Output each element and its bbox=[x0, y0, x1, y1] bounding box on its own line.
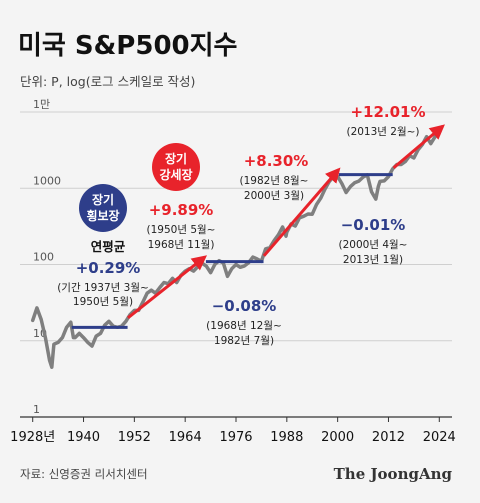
x-tick-label-5: 1988 bbox=[270, 430, 303, 445]
bull-arrow-3 bbox=[262, 167, 341, 257]
badge-sideways-circle bbox=[79, 184, 127, 232]
annotation-1968-1982: −0.08% (1968년 12월~ 1982년 7월) bbox=[206, 297, 282, 347]
x-tick-label-8: 2024 bbox=[423, 430, 456, 445]
annotation-1937-1950: 연평균 +0.29% (기간 1937년 3월~ 1950년 5월) bbox=[57, 239, 149, 308]
annotation-1950-value: +9.89% bbox=[149, 201, 214, 219]
x-tick-label-7: 2012 bbox=[372, 430, 405, 445]
bull-arrow-5 bbox=[392, 124, 445, 170]
annotation-1937-value: +0.29% bbox=[76, 259, 141, 277]
series-layer bbox=[30, 128, 442, 369]
x-tick-label-1: 1940 bbox=[67, 430, 100, 445]
annotation-1982-period2: 2000년 3월) bbox=[244, 190, 304, 202]
annotation-2013-present: +12.01% (2013년 2월~) bbox=[346, 103, 425, 138]
x-tick-label-2: 1952 bbox=[118, 430, 151, 445]
annotation-1982-2000: +8.30% (1982년 8월~ 2000년 3월) bbox=[240, 152, 309, 202]
annotation-2000-2013: −0.01% (2000년 4월~ 2013년 1월) bbox=[339, 216, 408, 266]
annotation-1937-period1: (기간 1937년 3월~ bbox=[57, 282, 149, 294]
badge-bull: 장기 강세장 bbox=[152, 143, 200, 191]
annotation-2000-period2: 2013년 1월) bbox=[343, 254, 403, 266]
badge-sideways-line1: 장기 bbox=[92, 192, 114, 207]
annotation-1950-period2: 1968년 11월) bbox=[148, 239, 215, 251]
chart-title: 미국 S&P500지수 bbox=[18, 31, 237, 61]
x-tick-label-4: 1976 bbox=[219, 430, 252, 445]
y-tick-label-4: 1 bbox=[33, 403, 40, 416]
badge-bull-line2: 강세장 bbox=[159, 167, 192, 182]
annotation-1937-header: 연평균 bbox=[91, 239, 126, 254]
x-axis-labels: 1928년 1940 1952 1964 1976 1988 2000 2012 2024 bbox=[10, 417, 456, 445]
annotation-1968-value: −0.08% bbox=[212, 297, 277, 315]
annotation-2000-period1: (2000년 4월~ bbox=[339, 239, 408, 251]
source-note: 자료: 신영증권 리서치센터 bbox=[20, 467, 148, 481]
annotation-1950-1968: +9.89% (1950년 5월~ 1968년 11월) bbox=[147, 201, 216, 251]
annotation-2000-value: −0.01% bbox=[341, 216, 406, 234]
bull-arrow-1 bbox=[127, 255, 208, 319]
series-line-0 bbox=[30, 128, 442, 369]
annotation-2013-period1: (2013년 2월~) bbox=[346, 126, 419, 138]
period-markers bbox=[71, 124, 445, 329]
annotation-1968-period1: (1968년 12월~ bbox=[206, 320, 282, 332]
annotation-1950-period1: (1950년 5월~ bbox=[147, 224, 216, 236]
x-tick-label-0: 1928년 bbox=[10, 430, 55, 445]
y-tick-label-1: 1000 bbox=[33, 174, 61, 187]
annotation-1982-value: +8.30% bbox=[244, 152, 309, 170]
badge-sideways-line2: 횡보장 bbox=[86, 208, 119, 223]
annotation-2013-value: +12.01% bbox=[350, 103, 425, 121]
y-tick-label-0: 1만 bbox=[33, 98, 50, 111]
annotation-1982-period1: (1982년 8월~ bbox=[240, 175, 309, 187]
brand-logo: The JoongAng bbox=[334, 465, 453, 483]
annotation-1937-period2: 1950년 5월) bbox=[73, 296, 133, 308]
y-tick-label-2: 100 bbox=[33, 251, 54, 264]
badge-sideways: 장기 횡보장 bbox=[79, 184, 127, 232]
x-tick-label-3: 1964 bbox=[169, 430, 202, 445]
annotation-1968-period2: 1982년 7월) bbox=[214, 335, 274, 347]
badge-bull-circle bbox=[152, 143, 200, 191]
badge-bull-line1: 장기 bbox=[165, 151, 187, 166]
chart-subtitle: 단위: P, log(로그 스케일로 작성) bbox=[20, 74, 195, 89]
x-tick-label-6: 2000 bbox=[321, 430, 354, 445]
